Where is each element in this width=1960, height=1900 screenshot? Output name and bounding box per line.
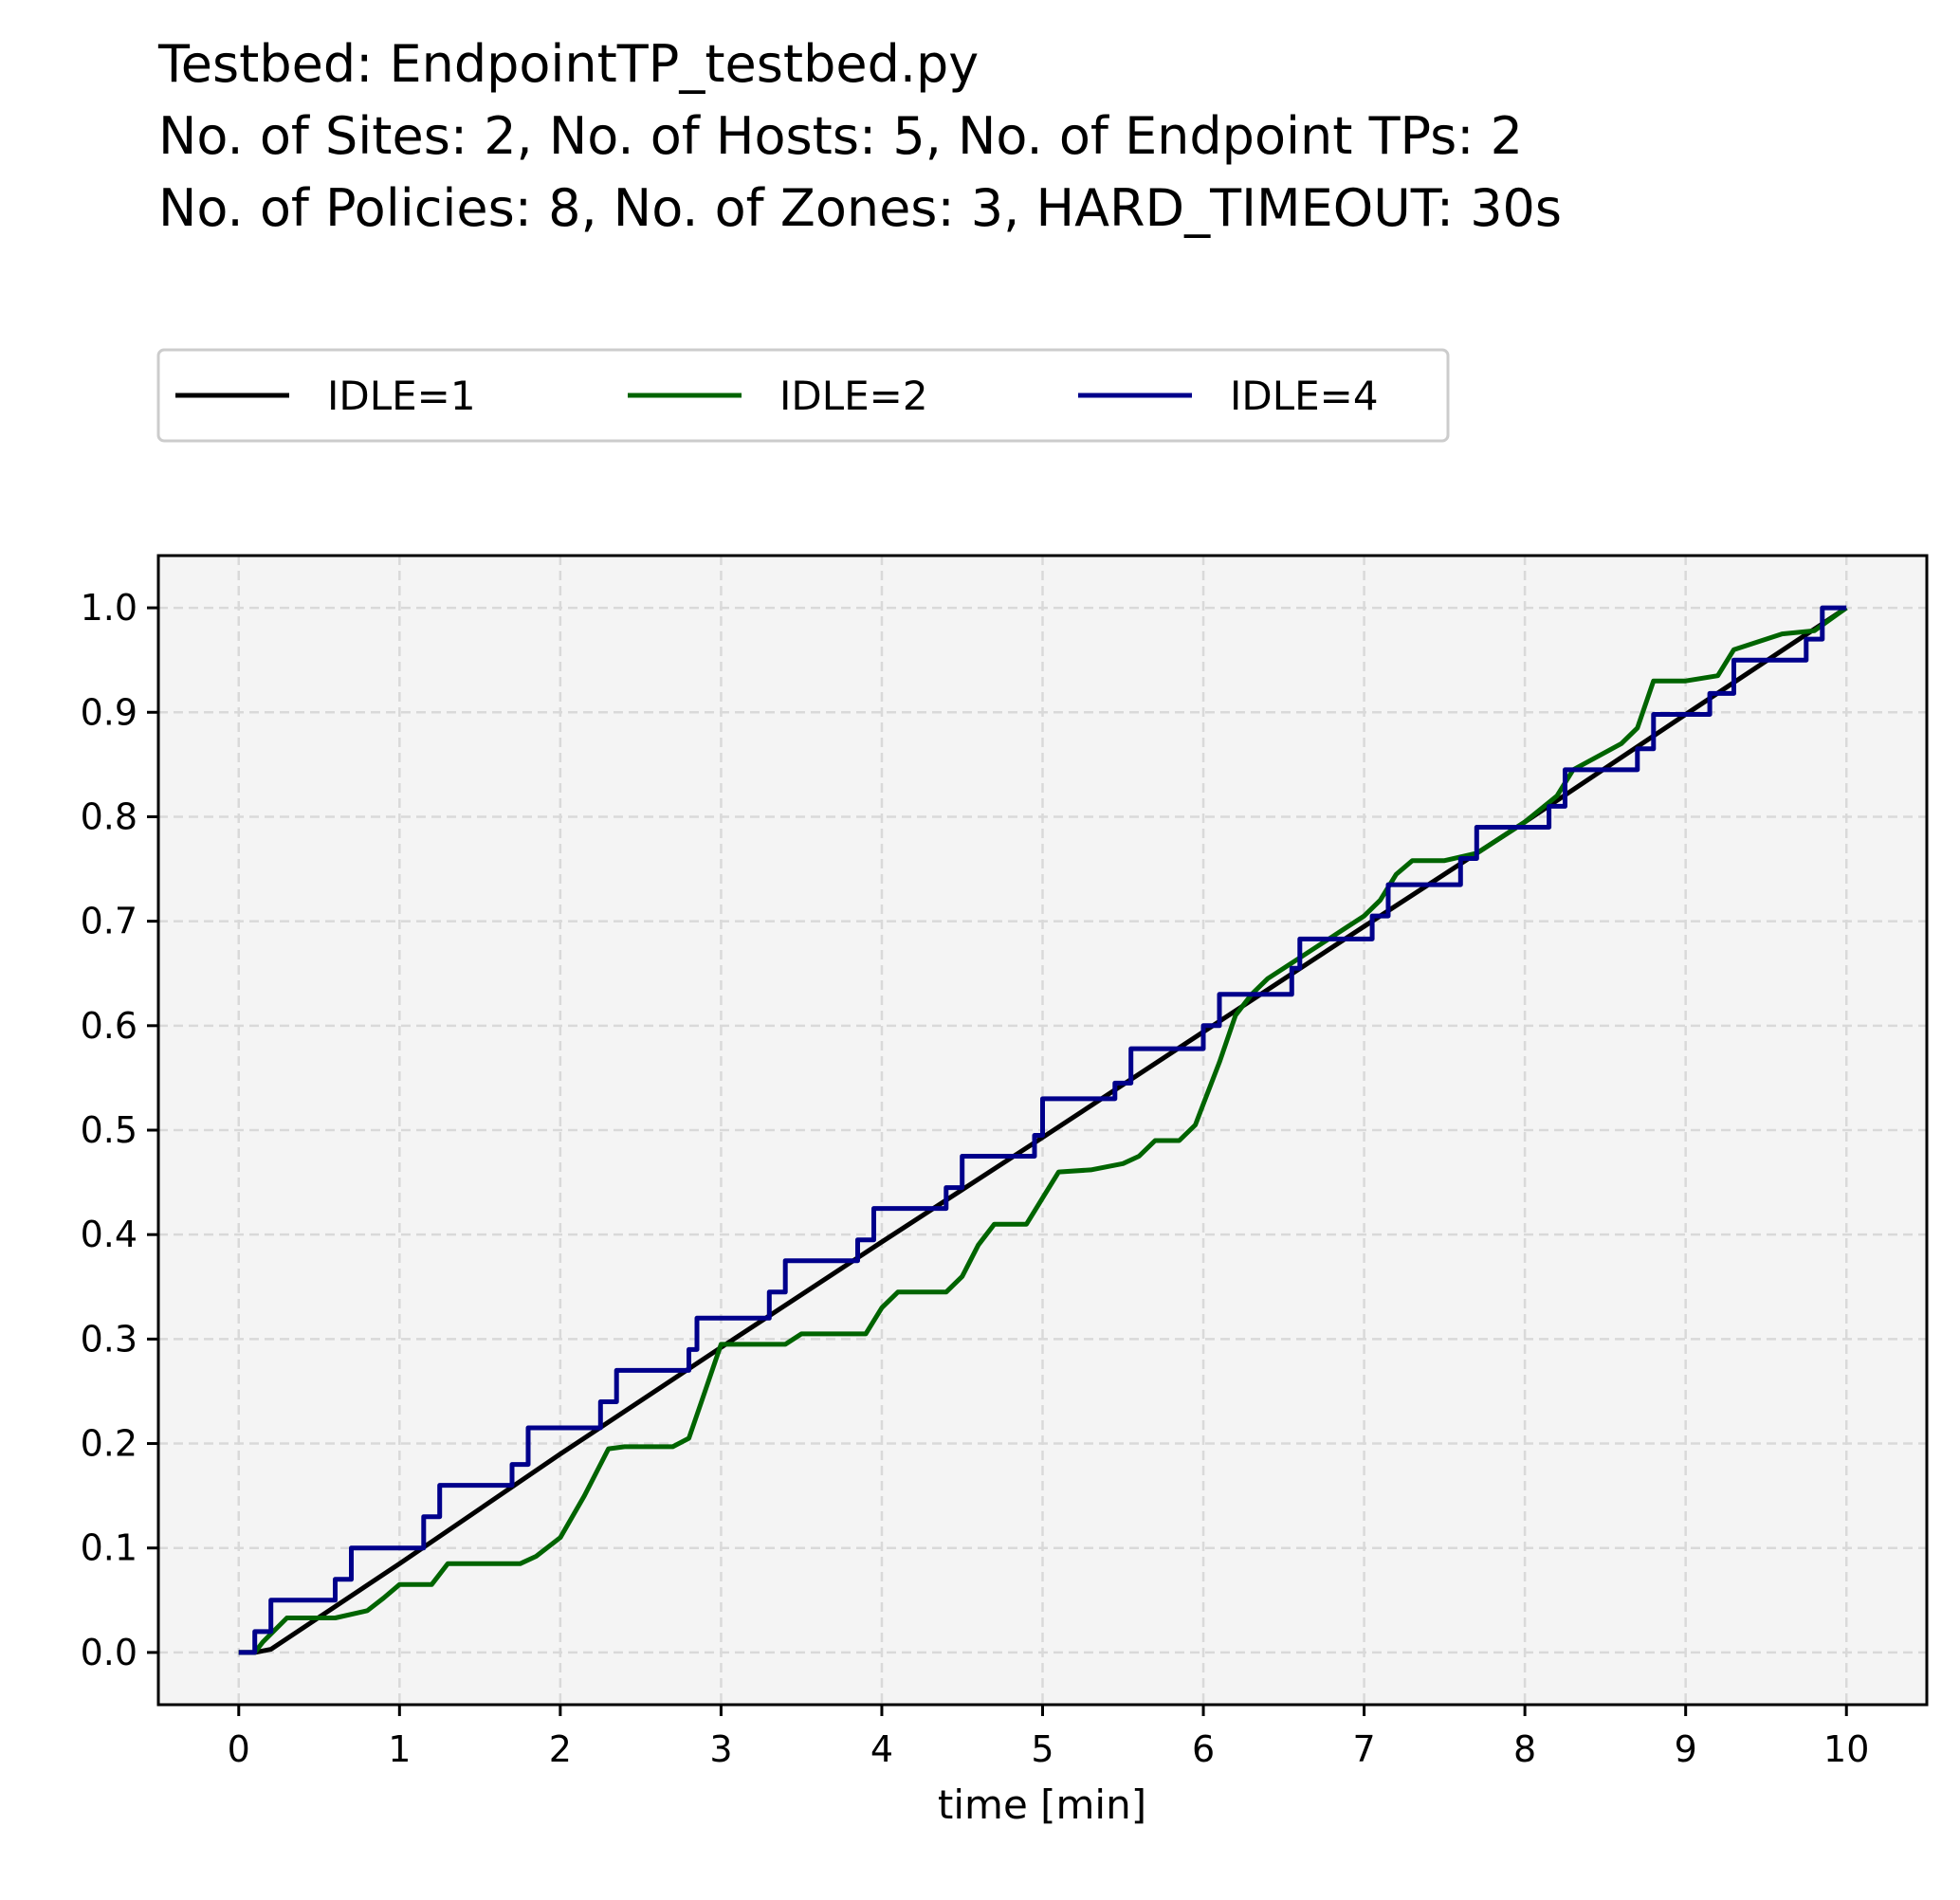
legend-label-idle1: IDLE=1 xyxy=(327,373,476,419)
y-tick-label: 0.2 xyxy=(81,1423,137,1465)
x-tick-label: 3 xyxy=(709,1728,732,1770)
x-tick-label: 10 xyxy=(1823,1728,1869,1770)
y-tick-label: 0.6 xyxy=(81,1005,137,1047)
x-tick-label: 2 xyxy=(549,1728,572,1770)
y-tick-label: 0.8 xyxy=(81,795,137,837)
y-tick-label: 0.0 xyxy=(81,1632,137,1673)
y-tick-label: 0.3 xyxy=(81,1318,137,1360)
x-tick-label: 6 xyxy=(1192,1728,1215,1770)
y-tick-label: 0.5 xyxy=(81,1109,137,1151)
x-axis-label: time [min] xyxy=(938,1781,1146,1828)
y-tick-label: 0.1 xyxy=(81,1527,137,1569)
x-tick-label: 1 xyxy=(388,1728,411,1770)
series-line-idle2 xyxy=(238,606,1848,1655)
x-tick-label: 4 xyxy=(870,1728,893,1770)
chart-title-line-3: No. of Policies: 8, No. of Zones: 3, HAR… xyxy=(158,178,1562,238)
x-tick-label: 7 xyxy=(1352,1728,1375,1770)
series-line-idle4 xyxy=(238,605,1847,1655)
legend: IDLE=1 IDLE=2 IDLE=4 xyxy=(156,348,1450,443)
legend-label-idle4: IDLE=4 xyxy=(1230,373,1379,419)
y-tick-label: 1.0 xyxy=(81,587,137,629)
x-tick-label: 9 xyxy=(1675,1728,1697,1770)
x-axis: 0 1 2 3 4 5 6 7 8 9 10 xyxy=(228,1705,1869,1770)
x-tick-label: 5 xyxy=(1031,1728,1053,1770)
y-tick-label: 0.9 xyxy=(81,691,137,733)
chart-title-line-2: No. of Sites: 2, No. of Hosts: 5, No. of… xyxy=(158,106,1523,166)
y-tick-label: 0.4 xyxy=(81,1214,137,1255)
x-tick-label: 0 xyxy=(228,1728,250,1770)
legend-frame xyxy=(156,348,1450,443)
x-tick-label: 8 xyxy=(1513,1728,1536,1770)
y-axis: 0.0 0.1 0.2 0.3 0.4 0.5 0.6 0.7 0.8 0.9 1.0 xyxy=(81,587,158,1673)
legend-label-idle2: IDLE=2 xyxy=(779,373,928,419)
series-layer xyxy=(238,605,1848,1655)
chart-title-line-1: Testbed: EndpointTP_testbed.py xyxy=(157,34,979,94)
y-tick-label: 0.7 xyxy=(81,901,137,942)
